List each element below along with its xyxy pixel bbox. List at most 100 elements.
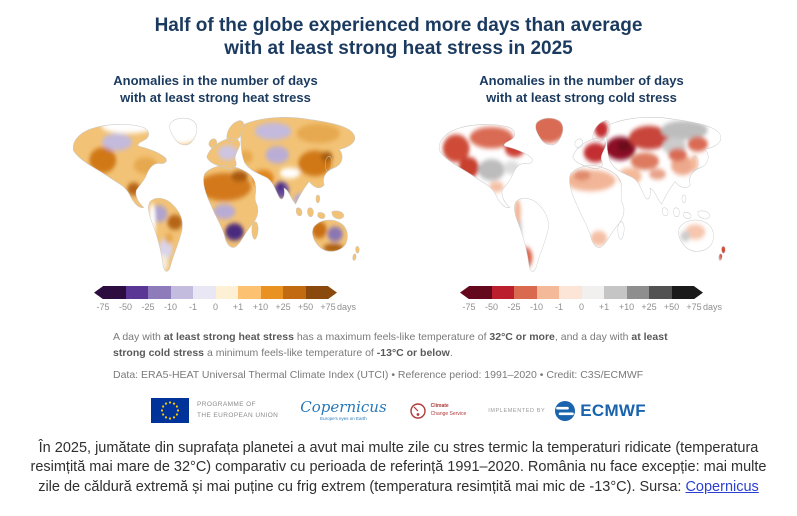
note-bold: at least strong cold stress (113, 331, 668, 360)
caption-text: În 2025, jumătate din suprafața planetei… (30, 439, 767, 495)
scale-tick: +10 (252, 302, 269, 313)
scale-segment (536, 286, 559, 300)
scale-tick: +25 (275, 302, 291, 313)
scale-segment (514, 286, 537, 300)
heat-scale-arrow-right (328, 286, 337, 300)
scale-segment (581, 286, 604, 300)
cold-map-panel: Anomalies in the number of days with at … (417, 73, 747, 314)
cold-map-title: Anomalies in the number of days with at … (479, 73, 683, 107)
note-text: A day with (113, 331, 164, 344)
scale-tick: -10 (163, 302, 178, 313)
scale-segment (283, 286, 306, 300)
cold-scale-arrow-left (460, 286, 469, 300)
c3s-label: Climate Change Service (431, 403, 467, 418)
copernicus-tagline: Europe's eyes on Earth (320, 415, 367, 421)
scale-segment (469, 286, 492, 300)
scale-tick: +1 (598, 302, 610, 313)
scale-tick: -50 (484, 302, 499, 313)
scale-segment (260, 286, 283, 300)
heat-map-title-line1: Anomalies in the number of days (113, 73, 318, 89)
definition-note: A day with at least strong heat stress h… (113, 329, 691, 362)
heat-scale-ticks: -75 -50 -25 -10 -1 0 +1 +10 +25 +50 +75 … (96, 302, 356, 314)
scale-tick: -75 (462, 302, 476, 313)
heat-map-title: Anomalies in the number of days with at … (113, 73, 317, 107)
heat-map-title-line2: with at least strong heat stress (120, 90, 311, 106)
scale-tick: -1 (554, 302, 564, 313)
c3s-label-line1: Climate (430, 403, 449, 410)
scale-segment (305, 286, 328, 300)
data-source-line: Data: ERA5-HEAT Universal Thermal Climat… (113, 368, 644, 381)
scale-tick: -75 (96, 302, 110, 313)
note-bold: -13°C or below (376, 347, 450, 360)
scale-segment (559, 286, 582, 300)
note-bold: at least strong heat stress (163, 331, 294, 344)
scale-unit-label: days (337, 302, 357, 313)
cold-stress-world-map (438, 117, 725, 272)
eu-label-line2: THE EUROPEAN UNION (197, 411, 279, 419)
c3s-label-line2: Change Service (430, 410, 467, 417)
cold-map-title-line1: Anomalies in the number of days (479, 73, 684, 89)
cold-scale-arrow-right (694, 286, 703, 300)
heat-color-scale (94, 286, 337, 300)
note-bold: 32°C or more (489, 331, 555, 344)
scale-segment (626, 286, 649, 300)
scale-tick: +75 (320, 302, 336, 313)
scale-segment (491, 286, 514, 300)
note-text: a minimum feels-like temperature of (204, 347, 377, 360)
scale-tick: -50 (118, 302, 133, 313)
implemented-by-label: IMPLEMENTED BY (488, 407, 546, 414)
note-text: . (449, 347, 453, 360)
copernicus-wordmark: Copernicus (300, 397, 387, 416)
scale-segment (649, 286, 672, 300)
ecmwf-wordmark: ECMWF (580, 400, 646, 420)
climate-change-service-logo: Climate Change Service (409, 402, 467, 420)
scale-segment (604, 286, 627, 300)
cold-scale-ticks: -75 -50 -25 -10 -1 0 +1 +10 +25 +50 +75 … (462, 302, 722, 314)
scale-tick: +25 (641, 302, 657, 313)
scale-tick: +50 (663, 302, 680, 313)
scale-tick: +50 (297, 302, 314, 313)
title-line1: Half of the globe experienced more days … (154, 15, 643, 36)
scale-segment (215, 286, 238, 300)
scale-segment (148, 286, 171, 300)
scale-tick: -25 (507, 302, 521, 313)
logos-row: PROGRAMME OF THE EUROPEAN UNION Copernic… (0, 394, 797, 428)
scale-tick: -25 (141, 302, 155, 313)
maps-row: Anomalies in the number of days with at … (0, 73, 797, 314)
eu-label-line1: PROGRAMME OF (197, 401, 256, 409)
scale-unit-label: days (703, 302, 723, 313)
ecmwf-logo: IMPLEMENTED BY ECMWF (488, 400, 646, 422)
scale-segment (238, 286, 261, 300)
cold-map-title-line2: with at least strong cold stress (486, 90, 677, 106)
caption-paragraph: În 2025, jumătate din suprafața planetei… (25, 439, 773, 498)
heat-map-panel: Anomalies in the number of days with at … (51, 73, 381, 314)
eu-programme-logo: PROGRAMME OF THE EUROPEAN UNION (151, 398, 279, 424)
copernicus-link[interactable]: Copernicus (685, 478, 759, 495)
scale-segment (170, 286, 193, 300)
ecmwf-globe-icon (555, 400, 576, 421)
scale-tick: -10 (529, 302, 544, 313)
page-title: Half of the globe experienced more days … (0, 14, 797, 60)
scale-tick: 0 (578, 302, 585, 313)
eu-flag-icon (151, 398, 190, 424)
scale-segment (125, 286, 148, 300)
scale-tick: +75 (686, 302, 702, 313)
c3s-gauge-icon (409, 402, 426, 419)
cold-scale-bar (469, 286, 694, 300)
scale-segment (193, 286, 216, 300)
copernicus-logo: Copernicus Europe's eyes on Earth (300, 397, 387, 422)
scale-tick: +10 (618, 302, 635, 313)
heat-stress-world-map (72, 117, 359, 272)
cold-color-scale (460, 286, 703, 300)
heat-scale-arrow-left (94, 286, 103, 300)
note-text: , and a day with (554, 331, 632, 344)
scale-segment (671, 286, 694, 300)
title-line2: with at least strong heat stress in 2025 (224, 38, 573, 60)
heat-scale-bar (103, 286, 328, 300)
scale-tick: +1 (232, 302, 244, 313)
note-text: has a maximum feels-like temperature of (293, 331, 490, 344)
scale-segment (103, 286, 126, 300)
scale-tick: -1 (188, 302, 198, 313)
scale-tick: 0 (212, 302, 219, 313)
